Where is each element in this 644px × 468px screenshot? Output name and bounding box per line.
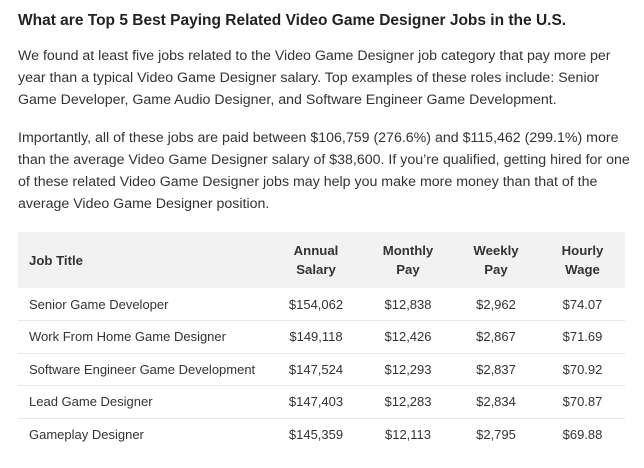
header-annual-salary: Annual Salary (268, 232, 364, 288)
header-weekly-line1: Weekly (473, 243, 519, 258)
table-row: Work From Home Game Designer $149,118 $1… (18, 320, 625, 354)
cell-hourly-wage: $70.87 (562, 394, 603, 410)
related-jobs-table: Job Title Annual Salary Monthly Pay Weekly… (18, 232, 625, 451)
intro-paragraph: We found at least five jobs related to t… (18, 48, 611, 108)
cell-weekly-pay: $2,834 (476, 394, 516, 410)
table-row: Gameplay Designer $145,359 $12,113 $2,79… (18, 418, 625, 451)
cell-job-title: Senior Game Developer (29, 296, 169, 312)
cell-annual-salary: $154,062 (288, 296, 344, 312)
section-heading: What are Top 5 Best Paying Related Video… (18, 12, 567, 29)
cell-hourly-wage: $74.07 (562, 296, 603, 312)
salary-comparison-paragraph: Importantly, all of these jobs are paid … (18, 130, 630, 212)
header-weekly-pay: Weekly Pay (452, 232, 540, 288)
cell-monthly-pay: $12,293 (384, 361, 432, 377)
cell-weekly-pay: $2,837 (476, 361, 516, 377)
cell-annual-salary: $147,524 (288, 361, 344, 377)
cell-monthly-pay: $12,283 (384, 394, 432, 410)
table-row: Senior Game Developer $154,062 $12,838 $… (18, 288, 625, 321)
header-hourly-line2: Wage (565, 262, 600, 277)
header-job-title: Job Title (18, 232, 268, 288)
header-annual-line1: Annual (293, 243, 339, 258)
cell-job-title: Lead Game Designer (29, 394, 153, 410)
cell-annual-salary: $149,118 (289, 329, 343, 345)
cell-weekly-pay: $2,867 (476, 329, 516, 345)
table-header-row: Job Title Annual Salary Monthly Pay Weekly… (18, 232, 625, 288)
table-row: Lead Game Designer $147,403 $12,283 $2,8… (18, 385, 625, 419)
cell-weekly-pay: $2,795 (476, 427, 516, 442)
header-hourly-line1: Hourly (561, 243, 604, 258)
header-weekly-line2: Pay (484, 262, 508, 277)
cell-monthly-pay: $12,113 (384, 427, 432, 442)
cell-monthly-pay: $12,426 (384, 329, 432, 345)
table-header: Job Title Annual Salary Monthly Pay Weekly… (18, 232, 625, 288)
cell-hourly-wage: $70.92 (562, 361, 603, 377)
cell-annual-salary: $147,403 (288, 394, 344, 410)
table-row: Software Engineer Game Development $147,… (18, 353, 625, 386)
cell-weekly-pay: $2,962 (476, 296, 516, 312)
header-hourly-wage: Hourly Wage (540, 232, 625, 288)
cell-monthly-pay: $12,838 (384, 296, 432, 312)
cell-hourly-wage: $69.88 (562, 427, 603, 442)
header-annual-line2: Salary (296, 262, 336, 277)
header-monthly-line2: Pay (396, 262, 420, 277)
header-job-title-text: Job Title (29, 252, 83, 268)
cell-job-title: Work From Home Game Designer (29, 329, 226, 345)
header-monthly-line1: Monthly (382, 243, 434, 258)
cell-job-title: Gameplay Designer (29, 427, 144, 442)
header-monthly-pay: Monthly Pay (364, 232, 452, 288)
cell-hourly-wage: $71.69 (562, 329, 603, 345)
table-body: Senior Game Developer $154,062 $12,838 $… (18, 288, 625, 451)
cell-annual-salary: $145,359 (288, 427, 344, 442)
cell-job-title: Software Engineer Game Development (29, 361, 256, 377)
